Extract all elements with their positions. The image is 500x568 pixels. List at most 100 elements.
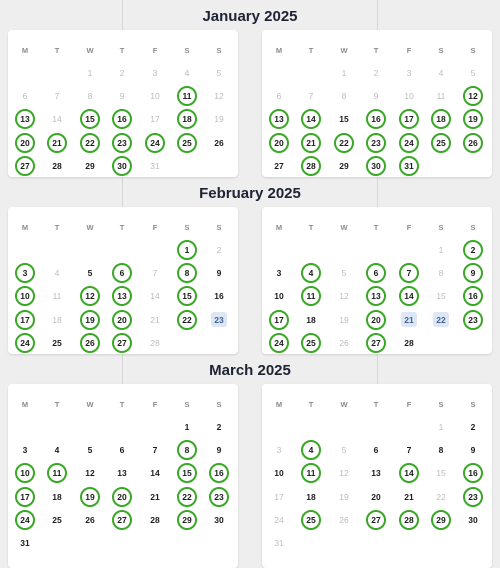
- day-selected[interactable]: 22: [334, 132, 354, 153]
- day-cell[interactable]: 2: [470, 422, 476, 432]
- day-cell[interactable]: 13: [371, 468, 381, 479]
- day-selected[interactable]: 9: [463, 263, 483, 284]
- day-cell[interactable]: 7: [308, 91, 314, 102]
- day-selected[interactable]: 8: [177, 263, 197, 284]
- day-cell[interactable]: 16: [214, 291, 224, 302]
- day-selected[interactable]: 6: [112, 263, 132, 284]
- day-cell[interactable]: 19: [214, 114, 224, 125]
- day-cell[interactable]: 10: [404, 91, 414, 102]
- day-cell[interactable]: 27: [274, 160, 284, 171]
- day-cell[interactable]: 1: [438, 245, 444, 255]
- day-selected[interactable]: 17: [15, 486, 35, 507]
- day-selected[interactable]: 26: [463, 132, 483, 153]
- day-cell[interactable]: 31: [150, 160, 160, 171]
- day-selected[interactable]: 11: [47, 463, 67, 484]
- day-cell[interactable]: 29: [339, 160, 349, 171]
- day-cell[interactable]: 11: [436, 91, 446, 102]
- day-cell[interactable]: 6: [373, 445, 379, 456]
- day-cell[interactable]: 2: [119, 68, 125, 78]
- day-cell[interactable]: 3: [276, 445, 282, 456]
- day-selected[interactable]: 24: [15, 332, 35, 353]
- day-selected[interactable]: 21: [47, 132, 67, 153]
- day-cell[interactable]: 21: [150, 314, 160, 325]
- day-cell[interactable]: 25: [52, 514, 62, 525]
- day-selected[interactable]: 25: [301, 332, 321, 353]
- day-selected[interactable]: 19: [463, 109, 483, 130]
- day-selected[interactable]: 6: [366, 263, 386, 284]
- day-selected[interactable]: 1: [177, 240, 197, 260]
- day-cell[interactable]: 25: [52, 337, 62, 348]
- day-cell[interactable]: 12: [85, 468, 95, 479]
- day-cell[interactable]: 2: [216, 245, 222, 255]
- day-cell[interactable]: 5: [87, 445, 93, 456]
- day-cell[interactable]: 2: [216, 422, 222, 432]
- day-selected[interactable]: 22: [177, 486, 197, 507]
- day-selected[interactable]: 12: [463, 86, 483, 107]
- day-cell[interactable]: 22: [433, 312, 449, 328]
- day-cell[interactable]: 18: [52, 491, 62, 502]
- day-selected[interactable]: 25: [431, 132, 451, 153]
- day-cell[interactable]: 8: [438, 445, 444, 456]
- day-selected[interactable]: 19: [80, 309, 100, 330]
- day-cell[interactable]: 1: [341, 68, 347, 78]
- day-selected[interactable]: 16: [366, 109, 386, 130]
- day-selected[interactable]: 14: [301, 109, 321, 130]
- day-selected[interactable]: 8: [177, 440, 197, 461]
- day-cell[interactable]: 1: [184, 422, 190, 432]
- day-cell[interactable]: 15: [436, 468, 446, 479]
- day-selected[interactable]: 11: [301, 463, 321, 484]
- day-cell[interactable]: 3: [152, 68, 158, 78]
- day-selected[interactable]: 23: [366, 132, 386, 153]
- day-selected[interactable]: 20: [366, 309, 386, 330]
- day-selected[interactable]: 31: [399, 155, 419, 176]
- day-selected[interactable]: 27: [112, 332, 132, 353]
- day-cell[interactable]: 5: [341, 268, 347, 279]
- day-cell[interactable]: 7: [54, 91, 60, 102]
- day-selected[interactable]: 18: [177, 109, 197, 130]
- day-cell[interactable]: 12: [339, 291, 349, 302]
- day-selected[interactable]: 19: [80, 486, 100, 507]
- day-cell[interactable]: 9: [373, 91, 379, 102]
- day-selected[interactable]: 15: [177, 286, 197, 307]
- day-selected[interactable]: 25: [177, 132, 197, 153]
- day-selected[interactable]: 27: [15, 155, 35, 176]
- day-selected[interactable]: 28: [301, 155, 321, 176]
- day-cell[interactable]: 8: [438, 268, 444, 279]
- day-cell[interactable]: 30: [468, 514, 478, 525]
- day-cell[interactable]: 10: [274, 291, 284, 302]
- day-selected[interactable]: 29: [431, 509, 451, 530]
- day-cell[interactable]: 4: [54, 268, 60, 279]
- day-cell[interactable]: 10: [150, 91, 160, 102]
- day-selected[interactable]: 16: [209, 463, 229, 484]
- day-cell[interactable]: 3: [276, 268, 282, 279]
- day-selected[interactable]: 24: [15, 509, 35, 530]
- day-selected[interactable]: 22: [177, 309, 197, 330]
- day-cell[interactable]: 6: [22, 91, 28, 102]
- day-cell[interactable]: 3: [22, 445, 28, 456]
- day-cell[interactable]: 17: [274, 491, 284, 502]
- day-selected[interactable]: 11: [301, 286, 321, 307]
- day-cell[interactable]: 5: [87, 268, 93, 279]
- day-cell[interactable]: 6: [276, 91, 282, 102]
- day-cell[interactable]: 6: [119, 445, 125, 456]
- day-cell[interactable]: 5: [341, 445, 347, 456]
- day-cell[interactable]: 11: [52, 291, 62, 302]
- day-cell[interactable]: 22: [436, 491, 446, 502]
- day-cell[interactable]: 5: [216, 68, 222, 78]
- day-selected[interactable]: 7: [399, 263, 419, 284]
- day-cell[interactable]: 21: [150, 491, 160, 502]
- day-cell[interactable]: 31: [20, 538, 30, 548]
- day-selected[interactable]: 3: [15, 263, 35, 284]
- day-selected[interactable]: 23: [463, 309, 483, 330]
- day-cell[interactable]: 14: [52, 114, 62, 125]
- day-selected[interactable]: 12: [80, 286, 100, 307]
- day-cell[interactable]: 28: [150, 337, 160, 348]
- day-cell[interactable]: 19: [339, 314, 349, 325]
- day-selected[interactable]: 17: [399, 109, 419, 130]
- day-selected[interactable]: 24: [399, 132, 419, 153]
- day-cell[interactable]: 14: [150, 291, 160, 302]
- day-cell[interactable]: 8: [87, 91, 93, 102]
- day-selected[interactable]: 30: [366, 155, 386, 176]
- day-cell[interactable]: 12: [339, 468, 349, 479]
- day-cell[interactable]: 23: [211, 312, 227, 328]
